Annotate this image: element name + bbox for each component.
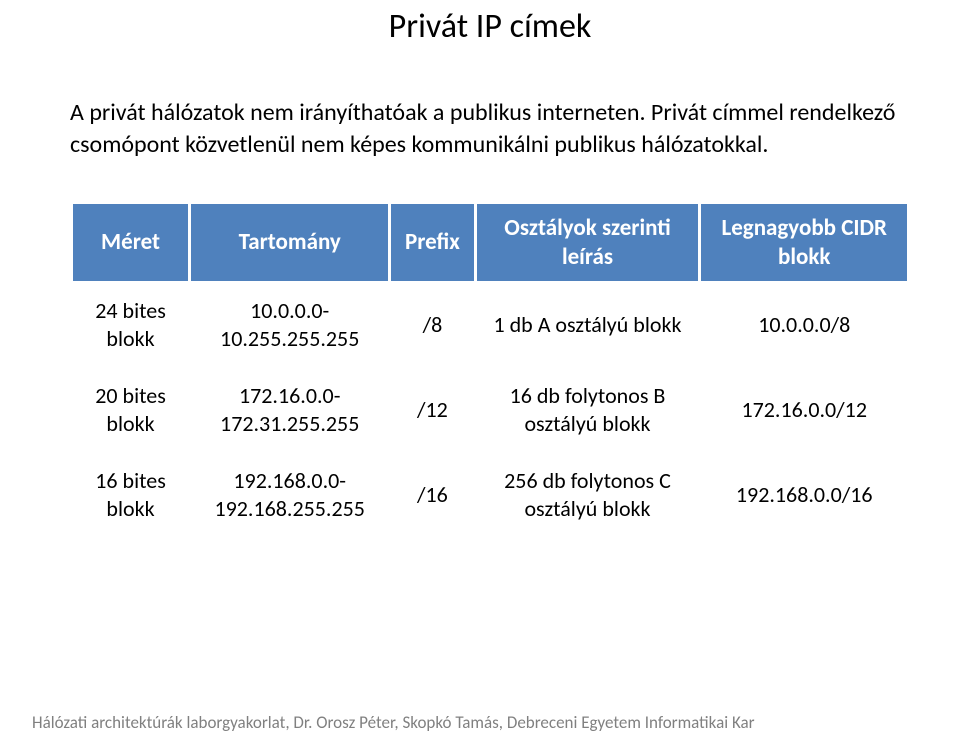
cell: 172.16.0.0-172.31.255.255 [191, 368, 388, 451]
col-header: Prefix [391, 204, 473, 282]
cell: 16 db folytonos B osztályú blokk [477, 368, 699, 451]
cell: 192.168.0.0-192.168.255.255 [191, 453, 388, 536]
col-header: Tartomány [191, 204, 388, 282]
page-title: Privát IP címek [70, 6, 910, 47]
cell: 20 bites blokk [73, 368, 188, 451]
cell: 16 bites blokk [73, 453, 188, 536]
cell: 24 bites blokk [73, 283, 188, 366]
cell: 256 db folytonos C osztályú blokk [477, 453, 699, 536]
cell: 10.0.0.0/8 [701, 283, 907, 366]
cell: /8 [391, 283, 473, 366]
intro-paragraph: A privát hálózatok nem irányíthatóak a p… [70, 97, 910, 162]
table-row: 20 bites blokk 172.16.0.0-172.31.255.255… [73, 368, 907, 451]
col-header: Osztályok szerinti leírás [477, 204, 699, 282]
table-row: 24 bites blokk 10.0.0.0-10.255.255.255 /… [73, 283, 907, 366]
cell: 1 db A osztályú blokk [477, 283, 699, 366]
cell: 10.0.0.0-10.255.255.255 [191, 283, 388, 366]
cell: 192.168.0.0/16 [701, 453, 907, 536]
table-header-row: Méret Tartomány Prefix Osztályok szerint… [73, 204, 907, 282]
footer-text: Hálózati architektúrák laborgyakorlat, D… [32, 712, 755, 733]
table-row: 16 bites blokk 192.168.0.0-192.168.255.2… [73, 453, 907, 536]
cell: /12 [391, 368, 473, 451]
cell: 172.16.0.0/12 [701, 368, 907, 451]
col-header: Legnagyobb CIDR blokk [701, 204, 907, 282]
ip-table: Méret Tartomány Prefix Osztályok szerint… [70, 202, 910, 539]
cell: /16 [391, 453, 473, 536]
col-header: Méret [73, 204, 188, 282]
